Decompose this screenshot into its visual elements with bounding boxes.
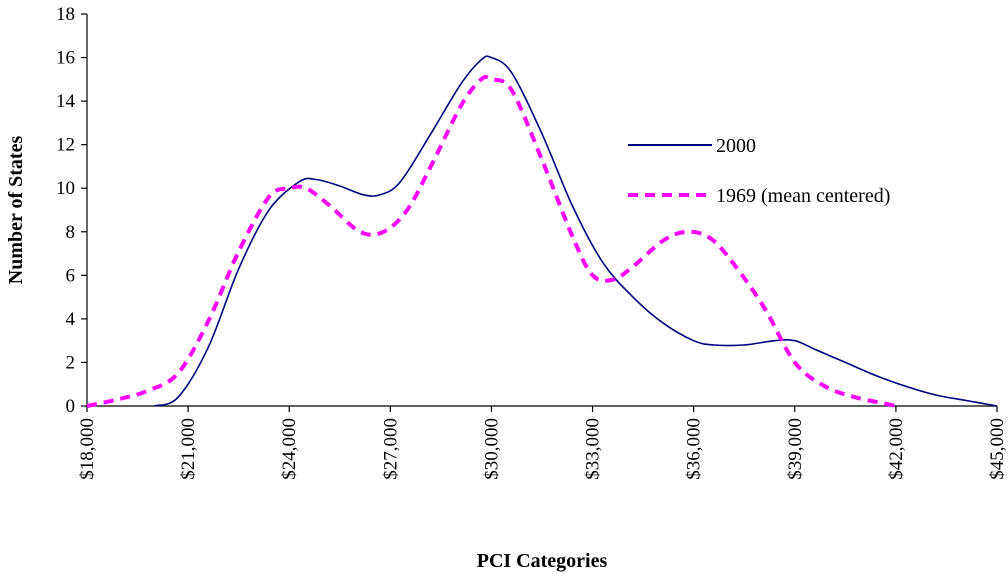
legend-label-1969: 1969 (mean centered) (716, 185, 890, 207)
x-tick-label: $30,000 (481, 418, 502, 480)
y-tick-label: 12 (56, 135, 75, 156)
x-tick-label: $36,000 (684, 418, 705, 480)
y-ticks: 0 2 4 6 8 10 12 14 16 18 (56, 4, 87, 417)
y-tick-label: 2 (66, 352, 76, 373)
series-line-2000 (154, 55, 998, 407)
series-line-1969 (86, 74, 897, 408)
y-axis-title: Number of States (5, 136, 27, 285)
y-tick-label: 6 (66, 265, 76, 286)
x-tick-label: $27,000 (380, 418, 401, 480)
y-tick-label: 0 (66, 396, 76, 417)
y-tick-label: 18 (56, 4, 75, 25)
series-layer (86, 55, 998, 408)
x-tick-label: $18,000 (77, 418, 98, 480)
y-tick-label: 8 (66, 222, 76, 243)
y-tick-label: 14 (56, 91, 76, 112)
x-ticks: $18,000 $21,000 $24,000 $27,000 $30,000 $33,0… (77, 406, 1008, 480)
legend: 2000 1969 (mean centered) (628, 135, 890, 207)
plot-area (86, 14, 997, 407)
x-tick-label: $42,000 (886, 418, 907, 480)
x-tick-label: $33,000 (583, 418, 604, 480)
x-tick-label: $24,000 (279, 418, 300, 480)
y-tick-label: 4 (66, 309, 76, 330)
legend-label-2000: 2000 (716, 135, 756, 157)
x-tick-label: $39,000 (785, 418, 806, 480)
x-axis-title: PCI Categories (477, 550, 608, 572)
y-tick-label: 16 (56, 48, 75, 69)
x-tick-label: $21,000 (178, 418, 199, 480)
y-tick-label: 10 (56, 178, 75, 199)
x-tick-label: $45,000 (987, 418, 1008, 480)
